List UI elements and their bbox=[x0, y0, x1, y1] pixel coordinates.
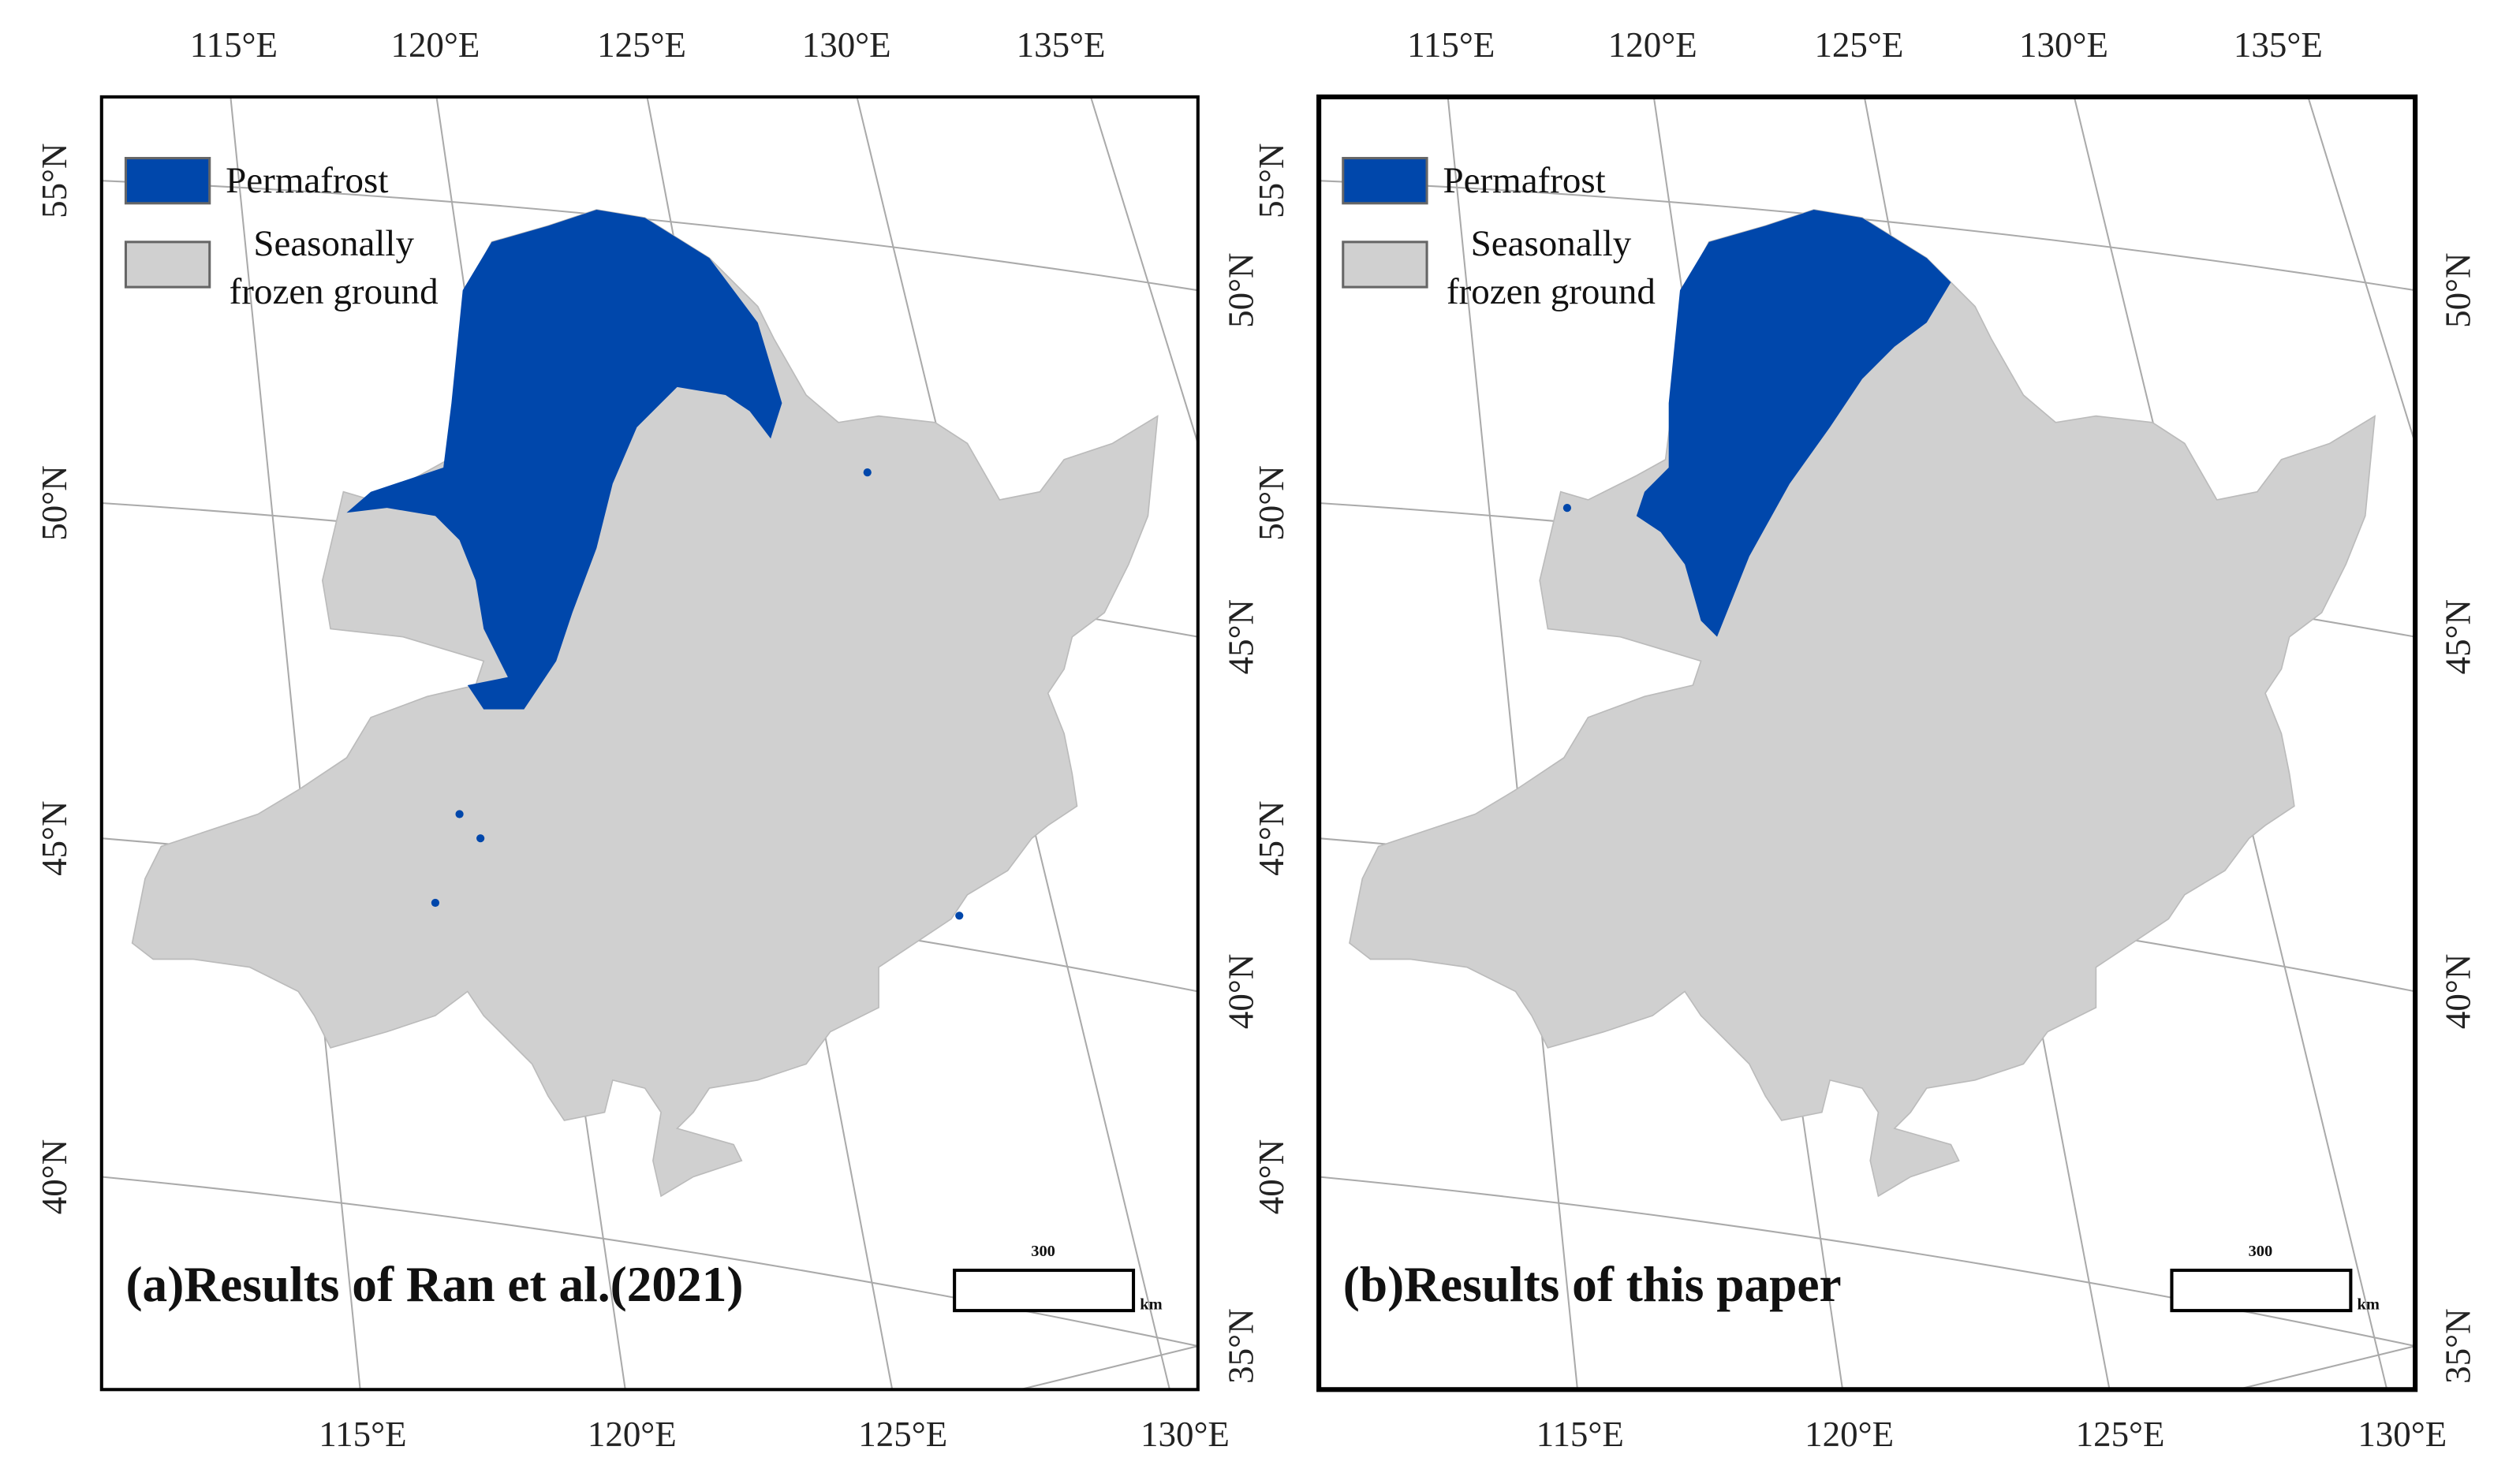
permafrost-patch bbox=[1562, 504, 1572, 513]
permafrost-patch bbox=[431, 898, 440, 908]
lat-label: 35°N bbox=[1221, 1308, 1260, 1383]
legend-label: Permafrost bbox=[226, 160, 388, 201]
legend-label: Seasonally bbox=[253, 223, 414, 264]
lon-label: 130°E bbox=[1141, 1415, 1230, 1454]
map-body bbox=[1319, 96, 2416, 1390]
lon-label: 120°E bbox=[1608, 25, 1697, 65]
legend-label: frozen ground bbox=[1447, 271, 1656, 312]
lat-label: 50°N bbox=[1221, 252, 1260, 327]
parallel bbox=[1319, 1176, 2416, 1348]
seasonally-frozen-area bbox=[131, 209, 1159, 1198]
scale-distance: 300 bbox=[1031, 1243, 1055, 1260]
scale-bar bbox=[2170, 1268, 2353, 1313]
map-panel: 115°E 120°E 125°E 130°E 135°E 115°E 120°E 125°E… bbox=[35, 25, 1260, 1454]
panel-caption: (b)Results of this paper bbox=[1343, 1257, 1842, 1312]
lat-label: 45°N bbox=[35, 800, 74, 875]
lon-label: 130°E bbox=[802, 25, 891, 65]
lat-label: 50°N bbox=[2439, 252, 2478, 327]
meridian bbox=[2307, 96, 2416, 446]
seasonally-frozen-area bbox=[1349, 209, 2376, 1198]
permafrost-area bbox=[346, 209, 782, 710]
lon-label: 115°E bbox=[190, 25, 278, 65]
lon-label: 120°E bbox=[588, 1415, 677, 1454]
legend-label: Seasonally bbox=[1471, 223, 1632, 264]
lon-label: 115°E bbox=[1407, 25, 1495, 65]
scale-unit: km bbox=[2358, 1296, 2380, 1314]
legend-label: Permafrost bbox=[1443, 160, 1606, 201]
lon-label: 115°E bbox=[1536, 1415, 1624, 1454]
meridian bbox=[230, 96, 361, 1390]
lon-label: 135°E bbox=[2234, 25, 2323, 65]
lon-label: 125°E bbox=[858, 1415, 947, 1454]
scale-unit: km bbox=[1140, 1296, 1162, 1314]
lat-label: 35°N bbox=[2439, 1308, 2478, 1383]
scale-bar bbox=[953, 1268, 1136, 1313]
lat-label: 50°N bbox=[35, 465, 74, 540]
lat-label: 45°N bbox=[2439, 599, 2478, 674]
legend-label: frozen ground bbox=[230, 271, 439, 312]
lon-label: 120°E bbox=[390, 25, 480, 65]
lon-label: 135°E bbox=[1017, 25, 1106, 65]
lon-label: 115°E bbox=[319, 1415, 406, 1454]
lon-label: 125°E bbox=[1814, 25, 1903, 65]
map-body bbox=[101, 96, 1198, 1390]
lat-label: 40°N bbox=[35, 1139, 74, 1214]
legend-swatch bbox=[124, 240, 211, 289]
permafrost-patch bbox=[455, 810, 464, 818]
meridian bbox=[1089, 96, 1198, 446]
lon-label: 130°E bbox=[2358, 1415, 2447, 1454]
lat-label: 45°N bbox=[1221, 599, 1260, 674]
parallel bbox=[1017, 1345, 1198, 1390]
map-frame bbox=[1316, 94, 2418, 1392]
lat-label: 55°N bbox=[1252, 143, 1291, 218]
lat-label: 40°N bbox=[2439, 954, 2478, 1029]
parallel bbox=[101, 1176, 1198, 1348]
lat-label: 45°N bbox=[1252, 800, 1291, 875]
legend-swatch bbox=[1342, 240, 1428, 289]
panel-caption: (a)Results of Ran et al.(2021) bbox=[125, 1257, 743, 1312]
permafrost-patch bbox=[476, 834, 485, 843]
legend-swatch bbox=[1342, 157, 1428, 205]
permafrost-patch bbox=[955, 911, 964, 920]
lat-label: 40°N bbox=[1252, 1139, 1291, 1214]
lon-label: 120°E bbox=[1805, 1415, 1894, 1454]
permafrost-patch bbox=[863, 468, 872, 477]
legend-swatch bbox=[124, 157, 211, 205]
lat-label: 55°N bbox=[35, 143, 74, 218]
permafrost-area bbox=[1636, 209, 1951, 637]
lon-label: 125°E bbox=[597, 25, 686, 65]
parallel bbox=[2234, 1345, 2416, 1390]
lat-label: 50°N bbox=[1252, 465, 1291, 540]
meridian bbox=[1447, 96, 1578, 1390]
map-frame bbox=[99, 95, 1200, 1392]
scale-distance: 300 bbox=[2249, 1243, 2273, 1260]
lat-label: 40°N bbox=[1221, 954, 1260, 1029]
map-panel: 115°E 120°E 125°E 130°E 135°E 115°E 120°E 125°E… bbox=[1252, 25, 2478, 1454]
lon-label: 130°E bbox=[2019, 25, 2108, 65]
lon-label: 125°E bbox=[2076, 1415, 2165, 1454]
